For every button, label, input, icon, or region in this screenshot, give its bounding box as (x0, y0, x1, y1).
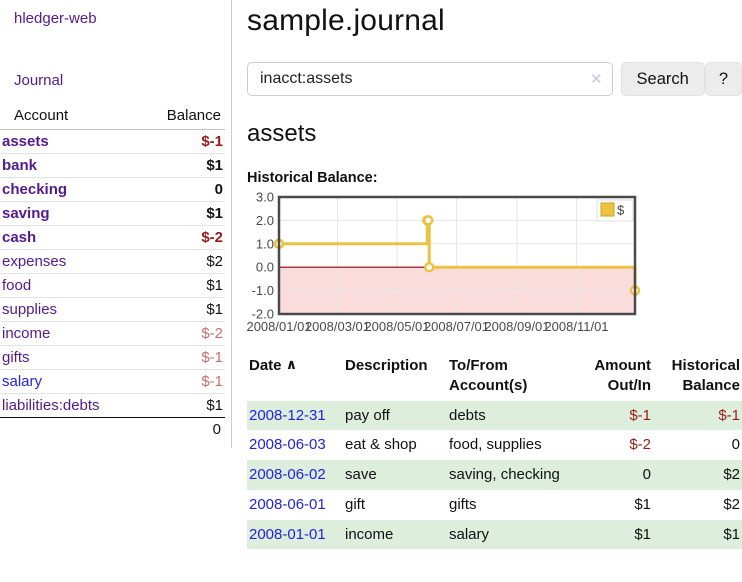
register-header-date[interactable]: Date ∧ (249, 356, 298, 374)
main-content: sample.journal ✕ Search ? assets Histori… (247, 0, 742, 550)
svg-text:3.0: 3.0 (256, 192, 274, 205)
table-row: 2008-06-02 save saving, checking 0 $2 (247, 460, 742, 490)
account-link-assets[interactable]: assets (2, 133, 49, 150)
y-axis-labels: 3.0 2.0 1.0 0.0 -1.0 -2.0 (252, 192, 274, 322)
table-row: 2008-06-01 gift gifts $1 $2 (247, 490, 742, 520)
transaction-amount: $-1 (629, 406, 651, 424)
transaction-description: save (345, 466, 377, 483)
transaction-accounts: food, supplies (449, 436, 542, 454)
legend-swatch (600, 202, 615, 217)
account-heading: assets (247, 120, 317, 147)
transaction-balance: $2 (723, 466, 740, 483)
svg-text:-1.0: -1.0 (252, 283, 274, 298)
accounts-header-account: Account (14, 107, 69, 124)
register-header-tofrom: To/From Account(s) (449, 357, 528, 395)
table-row: 2008-06-03 eat & shop food, supplies $-2… (247, 430, 742, 460)
search-button[interactable]: Search (620, 62, 705, 96)
table-row: 2008-12-31 pay off debts $-1 $-1 (247, 400, 742, 431)
accounts-table: Account Balance assets $-1 bank $1 checkin… (0, 104, 225, 441)
sidebar-item-journal[interactable]: Journal (14, 72, 64, 89)
transaction-balance: 0 (731, 436, 740, 454)
transaction-accounts: saving, checking (449, 466, 560, 483)
transaction-date-link[interactable]: 2008-01-01 (249, 525, 326, 543)
transaction-accounts: debts (449, 406, 486, 424)
register-header-balance: Historical Balance (671, 357, 740, 395)
account-link-expenses[interactable]: expenses (2, 253, 67, 270)
sort-ascending-icon: ∧ (285, 356, 298, 372)
transaction-amount: $1 (634, 525, 651, 543)
help-button[interactable]: ? (704, 62, 742, 96)
register-table: Date ∧ Description To/From Account(s) Am… (247, 352, 742, 550)
svg-text:1.0: 1.0 (256, 236, 274, 251)
account-link-food[interactable]: food (2, 277, 32, 294)
transaction-amount: $1 (634, 495, 651, 513)
account-link-income[interactable]: income (2, 325, 51, 342)
chart-title: Historical Balance: (247, 170, 378, 186)
svg-text:2008/07/01: 2008/07/01 (424, 319, 489, 334)
transaction-date-link[interactable]: 2008-12-31 (249, 406, 326, 424)
transaction-description: pay off (345, 406, 390, 424)
transaction-date-link[interactable]: 2008-06-03 (249, 436, 326, 454)
page-title: sample.journal (247, 4, 445, 37)
accounts-total: 0 (212, 421, 221, 438)
svg-text:-2.0: -2.0 (252, 307, 274, 322)
account-link-salary[interactable]: salary (2, 373, 43, 390)
plot-border (277, 195, 637, 316)
transaction-date-link[interactable]: 2008-06-02 (249, 466, 326, 483)
account-balance: $2 (206, 253, 223, 270)
account-link-supplies[interactable]: supplies (2, 301, 58, 318)
svg-text:2008/05/01: 2008/05/01 (364, 319, 429, 334)
transaction-description: gift (345, 495, 366, 513)
svg-text:2.0: 2.0 (256, 213, 274, 228)
account-link-checking[interactable]: checking (2, 181, 68, 198)
account-balance: $-1 (201, 349, 223, 366)
transaction-accounts: salary (449, 525, 490, 543)
account-link-gifts[interactable]: gifts (2, 349, 30, 366)
accounts-header-balance: Balance (166, 107, 221, 124)
account-balance: 0 (214, 181, 223, 198)
account-balance: $1 (206, 277, 223, 294)
transaction-description: eat & shop (345, 436, 417, 454)
svg-text:2008/03/01: 2008/03/01 (305, 319, 370, 334)
transaction-amount: $-2 (629, 436, 651, 454)
search-input[interactable] (247, 62, 613, 96)
search-bar: ✕ Search ? (247, 62, 742, 96)
account-balance: $1 (206, 301, 223, 318)
transaction-balance: $1 (723, 525, 740, 543)
account-balance: $-1 (201, 133, 223, 150)
account-link-bank[interactable]: bank (2, 157, 38, 174)
x-axis-labels: 2008/01/01 2008/03/01 2008/05/01 2008/07… (247, 319, 609, 334)
svg-text:2008/01/01: 2008/01/01 (247, 319, 312, 334)
transaction-balance: $2 (723, 495, 740, 513)
transaction-balance: $-1 (718, 406, 740, 424)
table-row: 2008-01-01 income salary $1 $1 (247, 519, 742, 550)
account-link-cash[interactable]: cash (2, 229, 37, 246)
account-balance: $1 (206, 397, 223, 414)
chart-legend: $ (596, 199, 634, 222)
data-point-markers (273, 215, 641, 296)
register-header-amount: Amount Out/In (594, 357, 651, 395)
historical-balance-chart[interactable]: $ 3.0 2.0 1.0 0.0 -1.0 -2.0 2008/01/01 2… (247, 192, 647, 342)
transaction-description: income (345, 525, 394, 543)
transaction-amount: 0 (642, 466, 651, 483)
account-balance: $-2 (201, 229, 223, 246)
account-balance: $1 (206, 157, 223, 174)
account-balance: $1 (206, 205, 223, 222)
transaction-date-link[interactable]: 2008-06-01 (249, 495, 326, 513)
svg-text:2008/11/01: 2008/11/01 (544, 319, 608, 334)
account-link-liabilities-debts[interactable]: liabilities:debts (2, 397, 100, 414)
account-balance: $-2 (201, 325, 223, 342)
app-brand-link[interactable]: hledger-web (14, 10, 97, 27)
register-header-description: Description (345, 357, 428, 374)
account-link-saving[interactable]: saving (2, 205, 50, 222)
register-header-row: Date ∧ Description To/From Account(s) Am… (247, 352, 742, 401)
legend-label: $ (617, 203, 625, 218)
svg-text:2008/09/01: 2008/09/01 (484, 319, 549, 334)
sidebar: hledger-web Journal Account Balance asse… (0, 0, 232, 448)
account-balance: $-1 (201, 373, 223, 390)
svg-text:0.0: 0.0 (256, 260, 274, 275)
clear-search-icon[interactable]: ✕ (589, 71, 603, 88)
transaction-accounts: gifts (449, 495, 477, 513)
